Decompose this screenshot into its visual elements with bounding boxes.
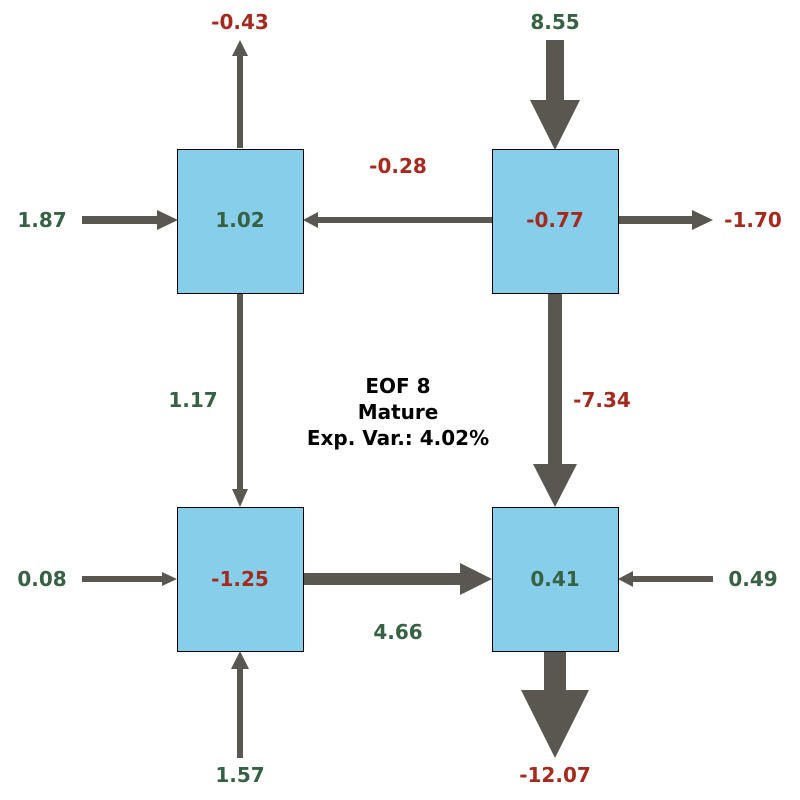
arrow-bottom-in-to-bottom-left bbox=[231, 651, 249, 758]
flow-top-left-to-bottom-left-label: 1.17 bbox=[168, 388, 217, 412]
box-bottom-right bbox=[492, 507, 619, 652]
flow-top-left-up-out-label: -0.43 bbox=[211, 10, 269, 34]
flow-right-in-to-bottom-right-label: 0.49 bbox=[728, 567, 777, 591]
diagram-title-line-3: Exp. Var.: 4.02% bbox=[307, 426, 489, 450]
arrow-top-right-in-from-top bbox=[530, 40, 580, 150]
box-bottom-right-value: 0.41 bbox=[530, 567, 579, 591]
flow-bottom-in-to-bottom-left-label: 1.57 bbox=[215, 763, 264, 787]
arrow-left-in-to-top-left bbox=[82, 210, 178, 230]
arrow-top-left-to-bottom-left bbox=[232, 293, 248, 507]
box-bottom-left bbox=[177, 507, 304, 652]
arrow-right-in-to-bottom-right bbox=[618, 571, 713, 587]
arrow-bottom-left-to-bottom-right bbox=[303, 563, 492, 595]
flow-top-right-right-out-label: -1.70 bbox=[724, 208, 782, 232]
arrow-top-left-up-out bbox=[232, 40, 248, 148]
box-top-left-value: 1.02 bbox=[215, 208, 264, 232]
flow-left-in-to-top-left-label: 1.87 bbox=[17, 208, 66, 232]
diagram-title-line-1: EOF 8 bbox=[365, 374, 430, 398]
box-bottom-left-value: -1.25 bbox=[211, 567, 269, 591]
flow-bottom-left-to-bottom-right-label: 4.66 bbox=[373, 620, 422, 644]
flow-top-right-to-top-left-label: -0.28 bbox=[369, 154, 427, 178]
box-top-left bbox=[177, 149, 304, 294]
flow-bottom-right-down-out-label: -12.07 bbox=[519, 763, 591, 787]
box-top-right-value: -0.77 bbox=[526, 208, 584, 232]
box-top-right bbox=[492, 149, 619, 294]
arrow-bottom-right-down-out bbox=[521, 651, 589, 758]
arrows-group bbox=[82, 40, 713, 758]
flow-top-right-in-from-top-label: 8.55 bbox=[530, 10, 579, 34]
diagram-title-line-2: Mature bbox=[358, 400, 439, 424]
arrow-top-right-to-bottom-right bbox=[533, 293, 577, 507]
flow-top-right-to-bottom-right-label: -7.34 bbox=[573, 388, 631, 412]
arrow-top-right-right-out bbox=[618, 210, 713, 230]
flow-left-in-to-bottom-left-label: 0.08 bbox=[17, 567, 66, 591]
arrow-left-in-to-bottom-left bbox=[82, 572, 177, 586]
arrow-top-right-to-top-left bbox=[303, 212, 492, 228]
